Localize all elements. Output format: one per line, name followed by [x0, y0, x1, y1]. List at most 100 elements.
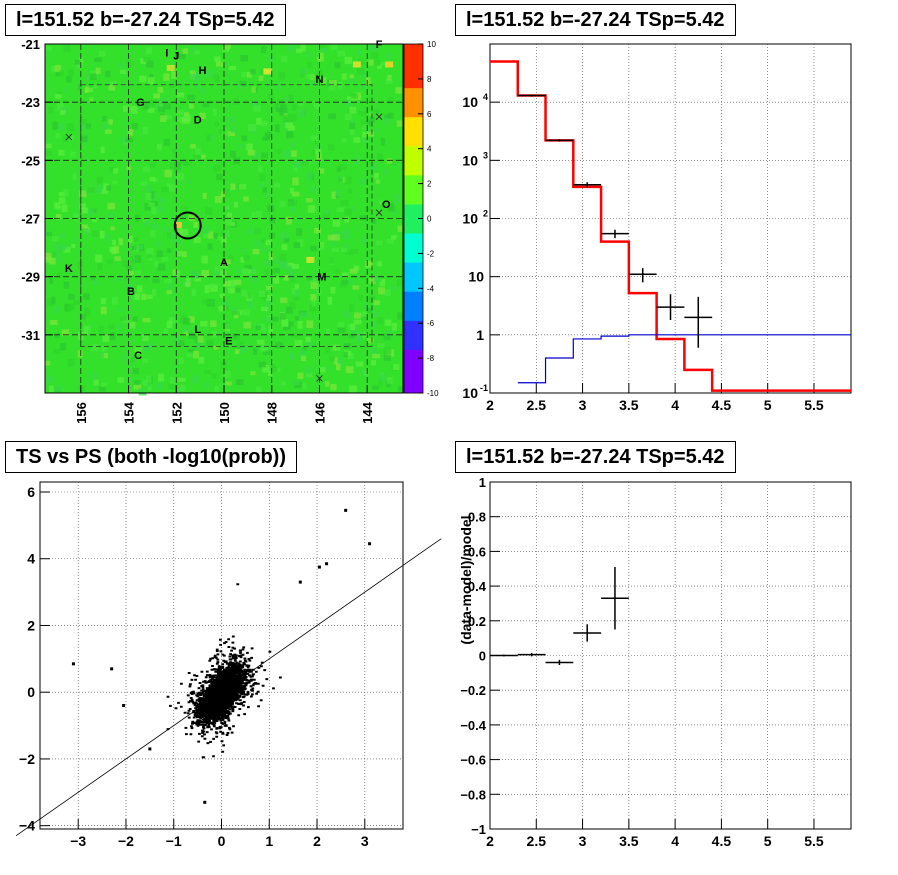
map-pixel: [302, 345, 307, 352]
map-pixel: [387, 74, 392, 81]
map-pixel: [97, 263, 103, 271]
map-pixel: [300, 44, 306, 52]
x-tick-label: 5.5: [804, 397, 824, 413]
map-pixel: [294, 316, 299, 321]
map-pixel: [365, 77, 371, 86]
map-pixel: [253, 104, 261, 112]
map-pixel: [366, 131, 375, 137]
map-pixel: [272, 276, 280, 284]
map-pixel: [234, 279, 242, 285]
map-pixel: [118, 238, 123, 246]
map-pixel: [283, 96, 289, 102]
colorbar-cell: [404, 334, 423, 350]
map-pixel: [241, 72, 249, 78]
map-pixel: [47, 107, 54, 114]
map-pixel: [293, 242, 301, 248]
map-pixel: [204, 285, 210, 294]
map-pixel: [366, 337, 374, 344]
map-pixel: [173, 116, 178, 122]
map-pixel: [310, 186, 318, 192]
map-pixel: [83, 325, 91, 332]
map-pixel: [132, 368, 139, 375]
y-tick-label: −1: [471, 822, 486, 837]
map-pixel: [332, 219, 341, 227]
map-pixel: [211, 330, 217, 338]
map-cross-marker: [316, 375, 323, 382]
map-pixel: [353, 137, 361, 143]
map-pixel: [361, 311, 368, 317]
map-pixel: [367, 119, 373, 127]
scatter-point: [203, 800, 207, 804]
map-pixel: [228, 279, 236, 287]
map-pixel: [306, 51, 312, 58]
y-tick-label-exponent: 3: [483, 150, 488, 160]
map-pixel: [327, 144, 335, 151]
map-pixel: [247, 149, 256, 156]
map-pixel: [270, 364, 275, 369]
map-pixel: [256, 339, 265, 345]
map-pixel: [146, 294, 153, 300]
map-pixel: [79, 119, 87, 125]
map-pixel: [110, 226, 115, 231]
x-tick-label: 5: [764, 833, 772, 849]
map-pixel: [209, 320, 217, 327]
map-pixel: [110, 332, 116, 341]
source-label: F: [376, 39, 383, 51]
map-pixel: [125, 137, 133, 142]
colorbar-cell: [404, 349, 423, 365]
map-pixel: [262, 136, 270, 141]
map-pixel: [106, 213, 115, 218]
map-pixel: [164, 278, 172, 284]
map-pixel: [176, 116, 184, 122]
map-pixel: [142, 276, 148, 281]
map-pixel: [289, 301, 296, 310]
map-pixel: [291, 264, 300, 269]
sky-map-title: l=151.52 b=-27.24 TSp=5.42: [5, 4, 286, 36]
map-pixel: [228, 116, 236, 123]
map-pixel: [190, 143, 196, 149]
map-pixel: [255, 210, 263, 218]
map-pixel: [360, 84, 367, 89]
y-tick-label: 10: [462, 152, 478, 168]
map-pixel: [206, 134, 211, 142]
y-tick-label: −0.6: [460, 753, 486, 768]
map-pixel: [79, 314, 86, 320]
map-pixel: [289, 114, 297, 122]
map-pixel: [229, 150, 236, 158]
map-pixel: [344, 250, 353, 255]
map-pixel: [126, 265, 132, 271]
map-pixel: [334, 61, 341, 69]
map-pixel: [87, 187, 96, 193]
colorbar-cell: [404, 189, 423, 205]
map-pixel: [151, 224, 159, 229]
map-pixel: [194, 275, 202, 282]
map-pixel: [292, 191, 300, 197]
map-pixel: [142, 126, 149, 134]
map-pixel: [257, 324, 266, 332]
y-tick-label: −0.4: [460, 718, 486, 733]
map-pixel: [101, 345, 107, 352]
map-pixel: [283, 261, 289, 269]
map-pixel: [105, 70, 111, 78]
map-pixel: [169, 83, 175, 89]
map-pixel: [130, 256, 138, 263]
y-tick-label: 4: [27, 551, 35, 567]
map-pixel: [63, 244, 69, 249]
y-tick-label: -29: [21, 270, 40, 285]
colorbar-cell: [404, 58, 423, 74]
map-pixel: [82, 228, 89, 234]
map-pixel: [248, 300, 253, 308]
map-pixel: [91, 280, 99, 285]
map-pixel: [304, 340, 313, 347]
map-pixel: [183, 330, 189, 336]
scatter-point: [368, 542, 372, 546]
map-pixel: [373, 300, 380, 306]
colorbar-cell: [404, 233, 423, 249]
map-pixel: [214, 122, 219, 127]
map-pixel: [260, 345, 269, 352]
map-pixel: [349, 268, 358, 274]
map-pixel: [290, 275, 296, 283]
map-pixel: [374, 274, 382, 283]
map-pixel: [332, 344, 341, 351]
map-pixel: [105, 233, 111, 242]
